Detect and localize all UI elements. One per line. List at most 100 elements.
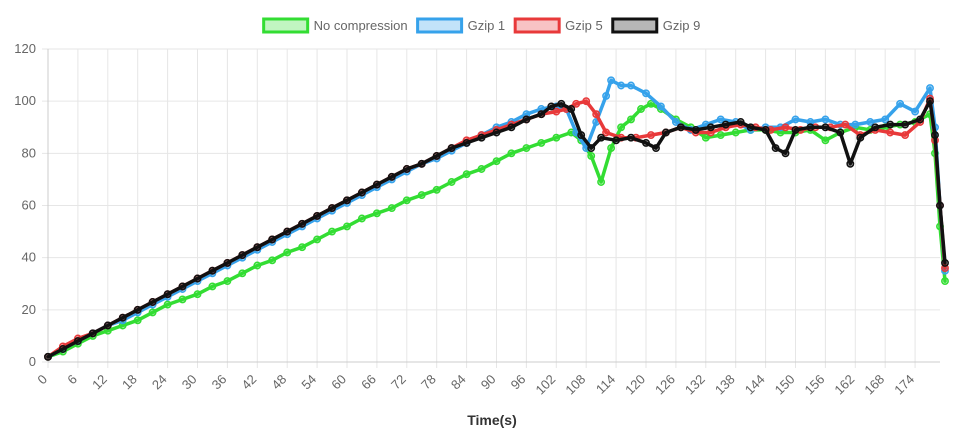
- data-point[interactable]: [736, 118, 745, 126]
- data-point[interactable]: [88, 329, 97, 338]
- data-point[interactable]: [328, 204, 336, 213]
- data-point[interactable]: [886, 128, 895, 137]
- data-point[interactable]: [931, 131, 939, 140]
- data-point[interactable]: [612, 136, 621, 145]
- data-point[interactable]: [716, 115, 725, 124]
- data-point[interactable]: [642, 138, 650, 147]
- data-point[interactable]: [647, 99, 655, 108]
- data-point[interactable]: [691, 125, 700, 134]
- data-point[interactable]: [607, 144, 616, 153]
- data-point[interactable]: [572, 99, 581, 108]
- data-point[interactable]: [627, 81, 635, 90]
- data-point[interactable]: [283, 248, 292, 257]
- data-point[interactable]: [577, 131, 586, 140]
- data-point[interactable]: [447, 144, 456, 153]
- data-point[interactable]: [647, 131, 655, 140]
- data-point[interactable]: [387, 204, 396, 213]
- data-point[interactable]: [552, 107, 561, 116]
- data-point[interactable]: [238, 269, 247, 278]
- data-point[interactable]: [926, 97, 934, 106]
- data-point[interactable]: [357, 188, 366, 197]
- data-point[interactable]: [522, 144, 531, 153]
- data-point[interactable]: [253, 243, 262, 252]
- data-point[interactable]: [283, 227, 292, 236]
- data-point[interactable]: [417, 191, 426, 200]
- data-point[interactable]: [597, 133, 606, 142]
- data-point[interactable]: [118, 313, 127, 322]
- data-point[interactable]: [193, 290, 202, 299]
- data-point[interactable]: [846, 159, 855, 168]
- data-point[interactable]: [447, 178, 456, 186]
- data-point[interactable]: [656, 102, 665, 111]
- data-point[interactable]: [148, 308, 157, 317]
- data-point[interactable]: [163, 300, 172, 309]
- data-point[interactable]: [328, 227, 336, 236]
- data-point[interactable]: [617, 81, 626, 90]
- data-point[interactable]: [477, 133, 486, 142]
- data-point[interactable]: [492, 128, 501, 137]
- data-point[interactable]: [507, 123, 516, 132]
- data-point[interactable]: [178, 282, 187, 291]
- legend-item[interactable]: Gzip 5: [513, 17, 603, 34]
- data-point[interactable]: [298, 219, 307, 228]
- data-point[interactable]: [781, 149, 790, 158]
- data-point[interactable]: [587, 144, 596, 153]
- data-point[interactable]: [901, 120, 910, 129]
- data-point[interactable]: [821, 123, 830, 132]
- data-point[interactable]: [313, 211, 322, 220]
- data-point[interactable]: [926, 84, 934, 93]
- data-point[interactable]: [701, 133, 710, 142]
- data-point[interactable]: [268, 235, 277, 244]
- data-point[interactable]: [602, 128, 611, 137]
- data-point[interactable]: [387, 172, 396, 181]
- data-point[interactable]: [911, 107, 920, 116]
- data-point[interactable]: [806, 118, 815, 126]
- data-point[interactable]: [58, 345, 67, 353]
- data-point[interactable]: [462, 138, 471, 147]
- data-point[interactable]: [253, 261, 262, 270]
- data-point[interactable]: [592, 110, 601, 119]
- legend-item[interactable]: Gzip 1: [416, 17, 506, 34]
- data-point[interactable]: [402, 196, 411, 205]
- data-point[interactable]: [343, 222, 351, 231]
- data-point[interactable]: [208, 266, 217, 275]
- legend-item[interactable]: Gzip 9: [611, 17, 701, 34]
- data-point[interactable]: [178, 295, 187, 304]
- data-point[interactable]: [607, 76, 616, 85]
- data-point[interactable]: [372, 209, 381, 218]
- data-point[interactable]: [746, 123, 755, 132]
- legend-item[interactable]: No compression: [262, 17, 408, 34]
- data-point[interactable]: [881, 115, 890, 124]
- data-point[interactable]: [941, 258, 949, 267]
- data-point[interactable]: [901, 131, 910, 140]
- data-point[interactable]: [462, 170, 471, 179]
- data-point[interactable]: [781, 123, 790, 132]
- data-point[interactable]: [432, 151, 441, 160]
- data-point[interactable]: [208, 282, 217, 291]
- data-point[interactable]: [372, 180, 381, 189]
- data-point[interactable]: [856, 133, 865, 142]
- data-point[interactable]: [73, 337, 82, 346]
- data-point[interactable]: [507, 149, 516, 158]
- data-point[interactable]: [871, 123, 880, 132]
- data-point[interactable]: [148, 298, 157, 306]
- data-point[interactable]: [716, 131, 725, 140]
- data-point[interactable]: [193, 274, 202, 283]
- data-point[interactable]: [761, 125, 770, 134]
- data-point[interactable]: [652, 144, 660, 153]
- data-point[interactable]: [627, 133, 635, 142]
- data-point[interactable]: [298, 243, 307, 252]
- data-point[interactable]: [841, 120, 850, 129]
- data-point[interactable]: [103, 321, 112, 330]
- data-point[interactable]: [866, 118, 875, 126]
- data-point[interactable]: [313, 235, 322, 244]
- data-point[interactable]: [547, 102, 556, 111]
- data-point[interactable]: [238, 251, 247, 260]
- data-point[interactable]: [587, 151, 596, 160]
- data-point[interactable]: [552, 133, 561, 142]
- data-point[interactable]: [417, 159, 426, 168]
- data-point[interactable]: [597, 178, 606, 186]
- data-point[interactable]: [791, 115, 800, 124]
- data-point[interactable]: [44, 352, 52, 361]
- data-point[interactable]: [567, 105, 576, 113]
